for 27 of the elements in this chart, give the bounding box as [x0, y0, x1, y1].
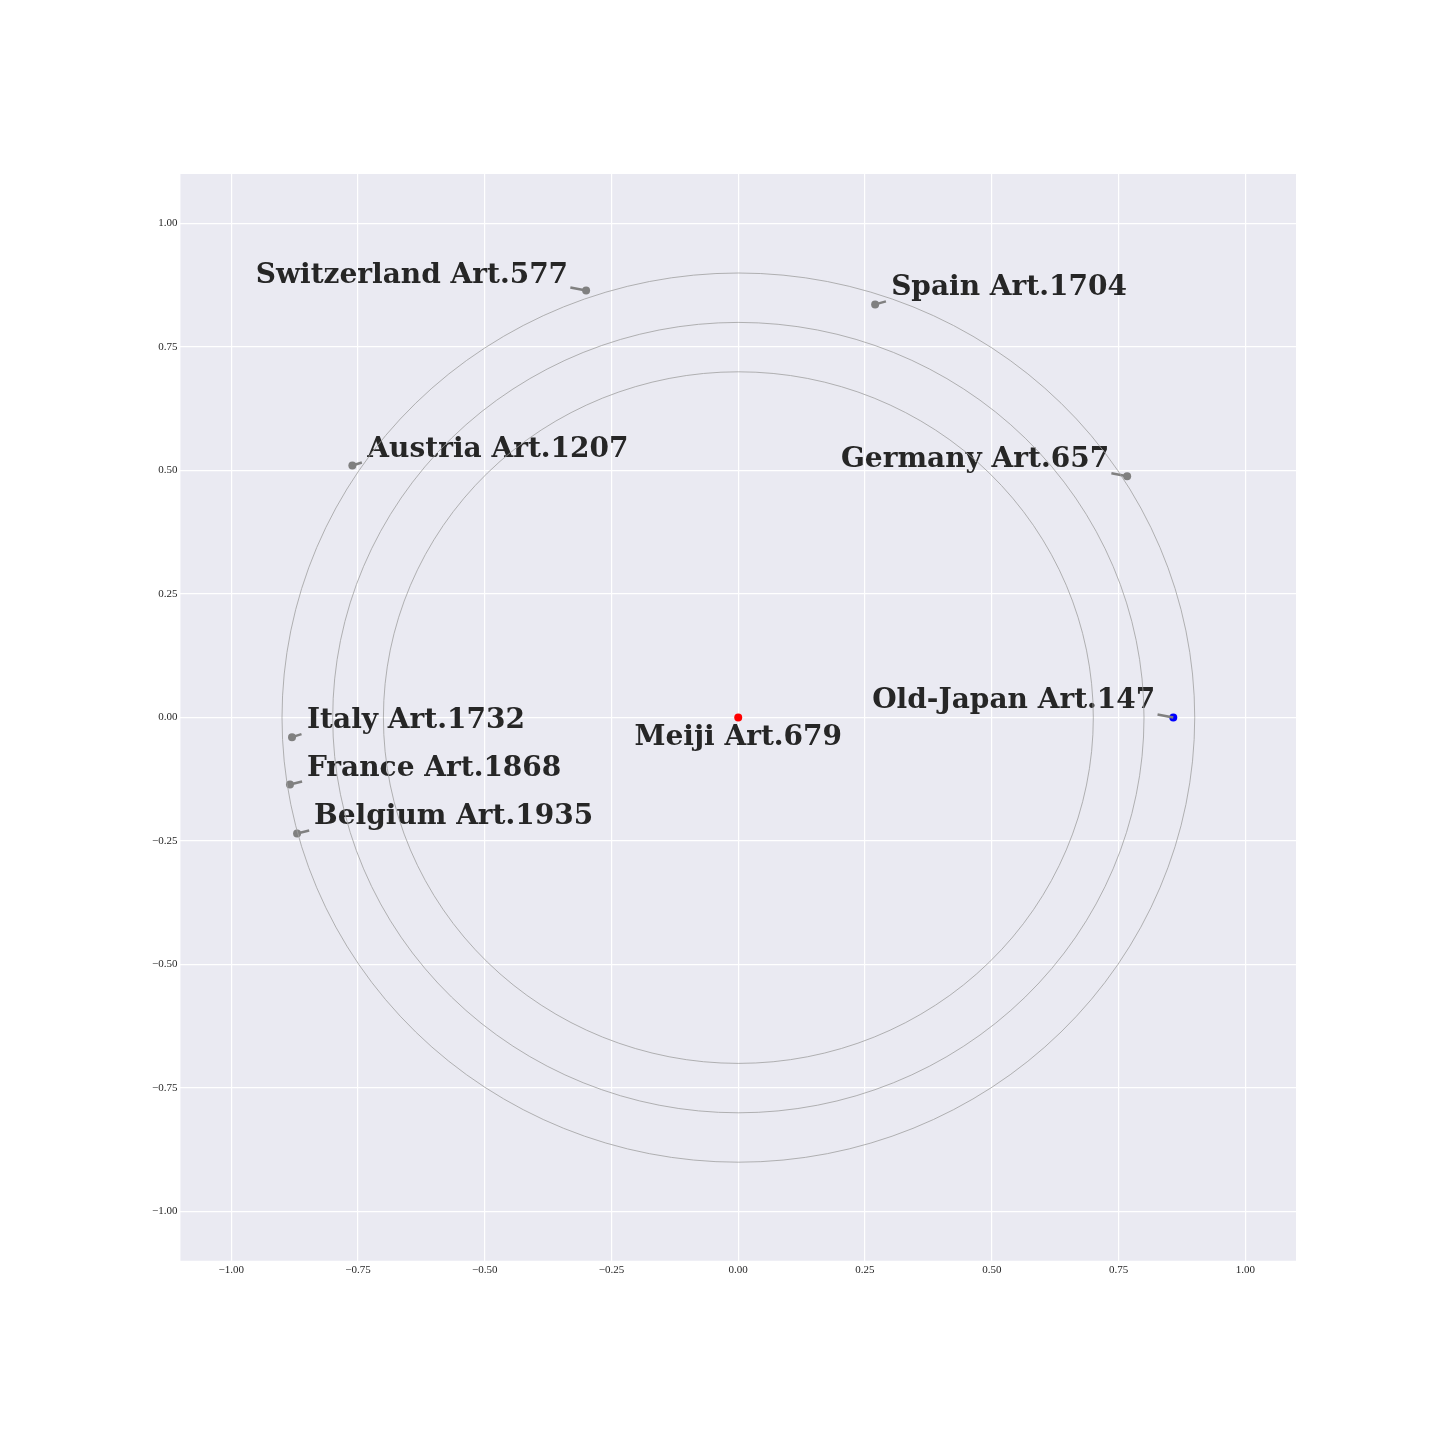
annotation: Italy Art.1732 [307, 702, 525, 736]
annotation: Austria Art.1207 [366, 431, 629, 465]
x-tick-label: −0.75 [345, 1263, 372, 1276]
y-tick-label: −0.50 [151, 957, 178, 970]
annotation: Belgium Art.1935 [314, 798, 594, 832]
annotation: Old-Japan Art.147 [872, 682, 1156, 716]
x-tick-label: 0.75 [1108, 1263, 1129, 1276]
x-tick-label: 0.50 [982, 1263, 1002, 1276]
annotation: Meiji Art.679 [634, 719, 843, 753]
x-tick-label: 0.00 [728, 1263, 749, 1276]
y-tick-label: −0.75 [151, 1080, 178, 1093]
y-tick-label: 0.00 [158, 710, 178, 723]
y-tick-label: −0.25 [151, 833, 178, 846]
annotation: Germany Art.657 [840, 441, 1110, 475]
y-tick-label: 0.75 [158, 339, 178, 352]
x-tick-label: −1.00 [218, 1263, 245, 1276]
y-tick-label: 1.00 [158, 216, 178, 229]
annotation: France Art.1868 [306, 749, 562, 783]
y-tick-label: 0.25 [158, 586, 178, 599]
x-tick-label: −0.25 [598, 1263, 625, 1276]
y-tick-label: 0.50 [158, 463, 178, 476]
y-tick-label: −1.00 [151, 1204, 178, 1217]
annotation: Switzerland Art.577 [255, 256, 569, 290]
x-tick-label: −0.50 [471, 1263, 498, 1276]
x-tick-label: 1.00 [1235, 1263, 1256, 1276]
annotation: Spain Art.1704 [891, 269, 1127, 303]
x-tick-label: 0.25 [855, 1263, 876, 1276]
